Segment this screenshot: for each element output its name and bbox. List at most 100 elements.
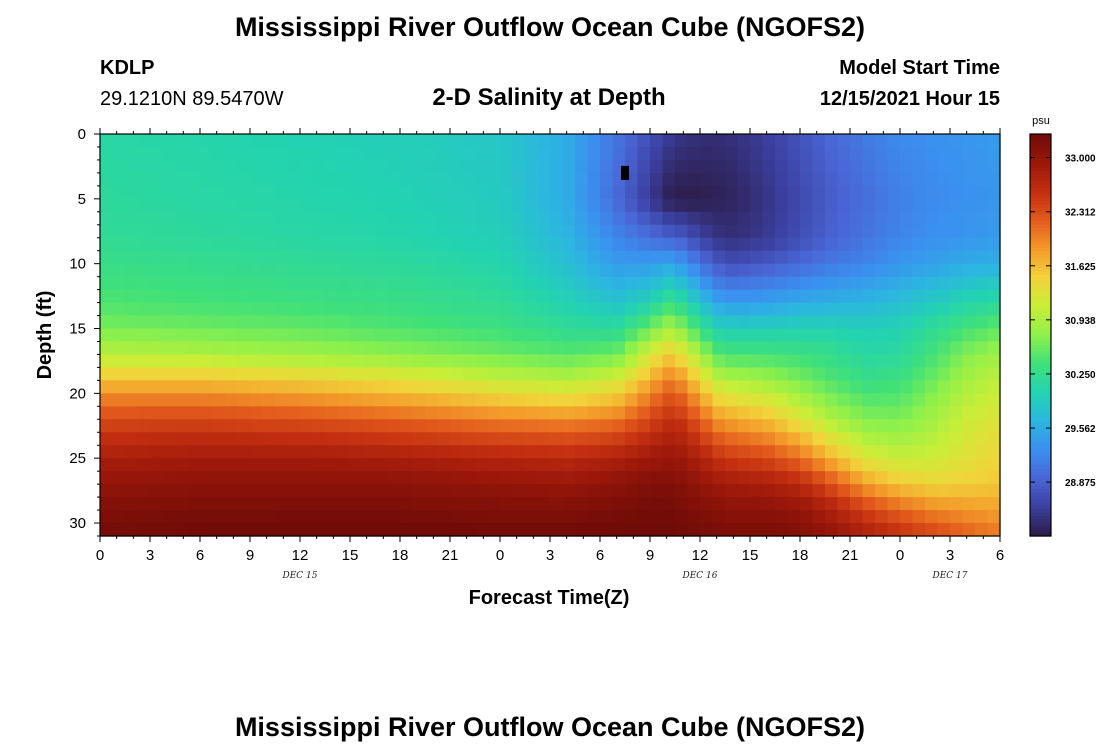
- heatmap-cell: [712, 510, 726, 524]
- heatmap-cell: [212, 367, 226, 381]
- heatmap-cell: [950, 328, 964, 343]
- heatmap-cell: [950, 198, 964, 213]
- colorbar-tick-label: 31.625: [1065, 262, 1096, 273]
- heatmap-cell: [437, 458, 451, 472]
- heatmap-cell: [762, 250, 776, 265]
- heatmap-cell: [850, 159, 864, 174]
- heatmap-cell: [787, 354, 801, 369]
- heatmap-cell: [237, 315, 251, 330]
- heatmap-cell: [637, 276, 651, 291]
- heatmap-cell: [250, 146, 264, 161]
- heatmap-cell: [250, 406, 264, 420]
- heatmap-cell: [712, 302, 726, 317]
- heatmap-cell: [325, 328, 339, 343]
- colorbar-segment: [1030, 378, 1051, 383]
- heatmap-cell: [525, 250, 539, 265]
- heatmap-cell: [350, 315, 364, 330]
- heatmap-cell: [912, 432, 926, 446]
- heatmap-cell: [437, 523, 451, 537]
- heatmap-cell: [512, 393, 526, 407]
- heatmap-cell: [825, 354, 839, 369]
- heatmap-cell: [850, 471, 864, 485]
- heatmap-cell: [700, 315, 714, 330]
- heatmap-cell: [437, 328, 451, 343]
- y-tick-label: 0: [78, 126, 86, 143]
- heatmap-cell: [600, 432, 614, 446]
- heatmap-cell: [712, 523, 726, 537]
- heatmap-cell: [212, 380, 226, 394]
- heatmap-cell: [687, 159, 701, 174]
- heatmap-cell: [950, 406, 964, 420]
- heatmap-cell: [950, 432, 964, 446]
- heatmap-cell: [712, 315, 726, 330]
- heatmap-cell: [512, 523, 526, 537]
- heatmap-cell: [275, 406, 289, 420]
- heatmap-cell: [962, 393, 976, 407]
- heatmap-cell: [725, 497, 739, 511]
- heatmap-cell: [112, 211, 126, 226]
- heatmap-cell: [437, 276, 451, 291]
- heatmap-cell: [925, 497, 939, 511]
- heatmap-cell: [337, 134, 351, 148]
- heatmap-cell: [587, 484, 601, 498]
- heatmap-cell: [912, 406, 926, 420]
- heatmap-cell: [275, 185, 289, 200]
- x-tick-label: 18: [792, 547, 809, 564]
- colorbar-segment: [1030, 381, 1051, 386]
- heatmap-cell: [662, 276, 676, 291]
- heatmap-cell: [400, 198, 414, 213]
- heatmap-cell: [737, 328, 751, 343]
- heatmap-cell: [862, 406, 876, 420]
- heatmap-cell: [525, 224, 539, 239]
- heatmap-cell: [425, 237, 439, 252]
- heatmap-cell: [462, 393, 476, 407]
- heatmap-cell: [237, 276, 251, 291]
- heatmap-cell: [750, 250, 764, 265]
- heatmap-cell: [712, 497, 726, 511]
- heatmap-cell: [800, 315, 814, 330]
- heatmap-cell: [937, 250, 951, 265]
- heatmap-cell: [887, 354, 901, 369]
- heatmap-cell: [975, 224, 989, 239]
- heatmap-cell: [312, 341, 326, 356]
- heatmap-cell: [300, 198, 314, 213]
- heatmap-cell: [125, 315, 139, 330]
- heatmap-cell: [562, 263, 576, 278]
- heatmap-cell: [812, 185, 826, 200]
- heatmap-cell: [400, 523, 414, 537]
- colorbar-segment: [1030, 391, 1051, 396]
- heatmap-cell: [437, 198, 451, 213]
- heatmap-cell: [750, 302, 764, 317]
- heatmap-cell: [287, 445, 301, 459]
- heatmap-cell: [437, 224, 451, 239]
- heatmap-cell: [937, 134, 951, 148]
- heatmap-cell: [675, 315, 689, 330]
- heatmap-cell: [412, 484, 426, 498]
- heatmap-cell: [912, 198, 926, 213]
- heatmap-cell: [425, 289, 439, 304]
- heatmap-cell: [287, 419, 301, 433]
- heatmap-cell: [625, 237, 639, 252]
- heatmap-cell: [900, 510, 914, 524]
- heatmap-cell: [212, 224, 226, 239]
- heatmap-cell: [412, 159, 426, 174]
- heatmap-cell: [862, 471, 876, 485]
- heatmap-cell: [162, 315, 176, 330]
- heatmap-cell: [600, 172, 614, 187]
- heatmap-cell: [850, 250, 864, 265]
- heatmap-cell: [712, 328, 726, 343]
- heatmap-cell: [512, 263, 526, 278]
- heatmap-cell: [350, 471, 364, 485]
- heatmap-cell: [975, 134, 989, 148]
- heatmap-cell: [137, 458, 151, 472]
- heatmap-cell: [600, 146, 614, 161]
- heatmap-cell: [662, 134, 676, 148]
- colorbar-segment: [1030, 368, 1051, 373]
- heatmap-cell: [287, 523, 301, 537]
- heatmap-cell: [150, 250, 164, 265]
- heatmap-cell: [300, 432, 314, 446]
- colorbar-segment: [1030, 324, 1051, 329]
- heatmap-cell: [350, 380, 364, 394]
- heatmap-cell: [637, 237, 651, 252]
- heatmap-cell: [525, 406, 539, 420]
